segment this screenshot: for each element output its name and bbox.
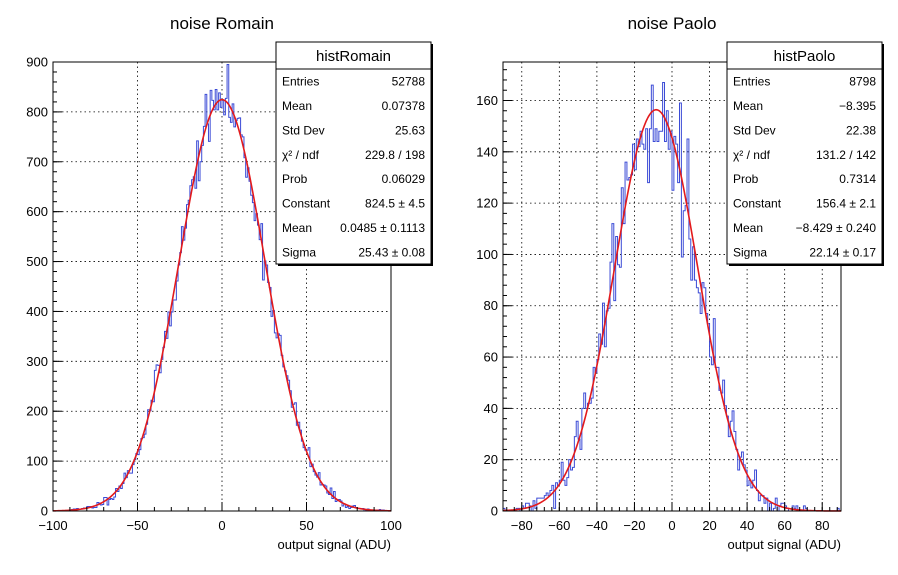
stats-row-label: Mean	[733, 99, 763, 113]
x-tick-label: −40	[586, 518, 608, 533]
stats-row-label: Sigma	[282, 245, 316, 259]
stats-box-frame	[726, 41, 883, 265]
stats-row-value: 8798	[849, 75, 876, 89]
y-tick-label: 500	[26, 254, 48, 269]
stats-row-value: 22.14 ± 0.17	[809, 245, 876, 259]
y-tick-label: 300	[26, 354, 48, 369]
stats-row-value: 0.7314	[839, 172, 876, 186]
y-tick-label: 600	[26, 204, 48, 219]
y-tick-label: 0	[41, 504, 48, 519]
histogram-series	[53, 63, 392, 512]
stats-box: histPaolo Entries 8798 Mean −8.395 Std Dev 22.…	[726, 41, 884, 266]
x-tick-label: 0	[218, 518, 225, 533]
y-tick-label: 140	[476, 144, 498, 159]
x-tick-label: 80	[815, 518, 829, 533]
stats-row-value: 52788	[392, 75, 426, 89]
stats-row-label: Mean	[733, 221, 763, 235]
grid-lines	[53, 62, 391, 511]
y-tick-label: 40	[484, 401, 498, 416]
stats-row-value: 131.2 / 142	[816, 148, 876, 162]
stats-row-label: χ² / ndf	[733, 148, 771, 162]
y-tick-label: 80	[484, 298, 498, 313]
stats-row-label: Entries	[282, 75, 319, 89]
gaussian-fit-curve	[52, 98, 392, 512]
y-tick-label: 800	[26, 104, 48, 119]
stats-row-label: Mean	[282, 221, 312, 235]
histogram-series	[502, 82, 841, 512]
panel-noise-paolo: noise Paolo −80 −60 −40 −20 0 20 40 60 80 0 20 40 60…	[476, 14, 884, 552]
axes: −100 −50 0 50 100 0 100 200 300 400 500 600 700 800 90…	[26, 55, 402, 534]
axes: −80 −60 −40 −20 0 20 40 60 80 0 20 40 60 80 100 120 140 1…	[476, 69, 838, 533]
stats-box-title: histRomain	[316, 48, 391, 65]
x-tick-label: −50	[126, 518, 148, 533]
stats-row-value: 0.06029	[382, 172, 426, 186]
stats-row-value: −8.429 ± 0.240	[796, 221, 877, 235]
stats-row-label: Std Dev	[282, 123, 325, 137]
y-tick-label: 100	[476, 247, 498, 262]
panel-noise-romain: noise Romain −100 −50 0 50 100 0 100 200 300 400 5…	[26, 14, 433, 552]
stats-row-label: Std Dev	[733, 123, 776, 137]
y-tick-label: 100	[26, 454, 48, 469]
x-tick-label: −80	[511, 518, 533, 533]
x-tick-label: 60	[777, 518, 791, 533]
grid-lines	[503, 62, 841, 511]
y-tick-label: 0	[491, 504, 498, 519]
histogram-bins	[53, 63, 392, 512]
y-tick-label: 900	[26, 55, 48, 70]
stats-box-frame	[275, 41, 432, 265]
x-axis-label: output signal (ADU)	[728, 537, 841, 552]
x-tick-label: 40	[740, 518, 754, 533]
stats-row-label: Sigma	[733, 245, 767, 259]
stats-row-value: 229.8 / 198	[365, 148, 425, 162]
y-tick-label: 200	[26, 404, 48, 419]
stats-box-title: histPaolo	[774, 48, 836, 65]
x-tick-label: 50	[299, 518, 313, 533]
stats-row-value: 0.0485 ± 0.1113	[340, 221, 425, 235]
stats-row-value: −8.395	[839, 99, 876, 113]
x-tick-label: −60	[548, 518, 570, 533]
stats-row-label: Mean	[282, 99, 312, 113]
x-axis-label: output signal (ADU)	[278, 537, 391, 552]
chart-title: noise Romain	[170, 14, 274, 33]
fit-curve-series	[52, 98, 392, 512]
y-tick-label: 700	[26, 154, 48, 169]
stats-row-label: χ² / ndf	[282, 148, 320, 162]
stats-row-label: Constant	[282, 197, 331, 211]
stats-row-label: Prob	[733, 172, 759, 186]
y-tick-label: 160	[476, 93, 498, 108]
stats-row-label: Constant	[733, 197, 782, 211]
stats-row-label: Prob	[282, 172, 308, 186]
y-tick-label: 20	[484, 452, 498, 467]
chart-title: noise Paolo	[628, 14, 717, 33]
x-tick-label: 20	[702, 518, 716, 533]
stats-row-value: 156.4 ± 2.1	[816, 197, 876, 211]
y-tick-label: 400	[26, 304, 48, 319]
stats-row-value: 0.07378	[382, 99, 426, 113]
y-tick-label: 60	[484, 350, 498, 365]
stats-box: histRomain Entries 52788 Mean 0.07378 Std Dev…	[275, 41, 433, 266]
y-tick-label: 120	[476, 196, 498, 211]
x-tick-label: 0	[668, 518, 675, 533]
stats-row-value: 22.38	[846, 123, 876, 137]
stats-row-value: 25.63	[395, 123, 425, 137]
stats-row-value: 824.5 ± 4.5	[365, 197, 425, 211]
x-tick-label: 100	[380, 518, 402, 533]
histogram-bins	[502, 82, 841, 512]
stats-row-value: 25.43 ± 0.08	[358, 245, 425, 259]
x-tick-label: −100	[38, 518, 67, 533]
x-tick-label: −20	[623, 518, 645, 533]
stats-row-label: Entries	[733, 75, 770, 89]
